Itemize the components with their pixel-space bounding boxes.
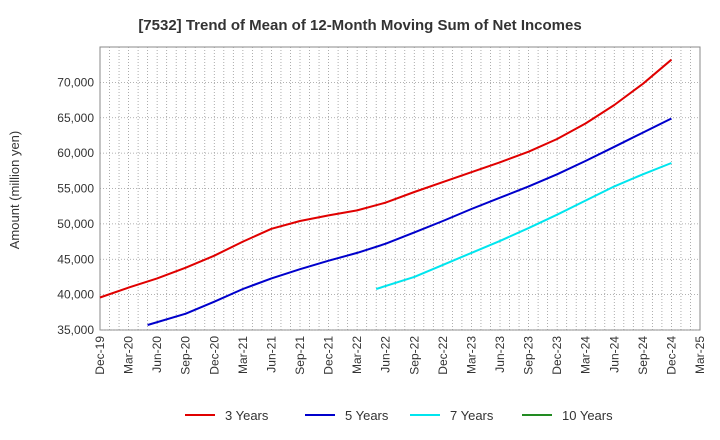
series-lines — [99, 58, 673, 326]
x-tick-label: Dec-22 — [436, 336, 450, 375]
legend-label: 7 Years — [450, 408, 494, 423]
legend-label: 3 Years — [225, 408, 269, 423]
x-tick-label: Sep-20 — [179, 336, 193, 375]
y-axis: 35,000 40,000 45,000 50,000 55,000 60,000 65,0… — [57, 75, 94, 337]
x-tick-label: Jun-24 — [607, 336, 621, 373]
chart-title: [7532] Trend of Mean of 12-Month Moving … — [138, 17, 581, 34]
x-tick-label: Dec-20 — [207, 336, 221, 375]
x-tick-label: Mar-25 — [693, 336, 707, 374]
y-tick-label: 55,000 — [57, 182, 94, 196]
grid — [100, 47, 700, 331]
x-tick-label: Dec-23 — [550, 336, 564, 375]
series-line-7-years — [375, 162, 672, 290]
y-axis-title: Amount (million yen) — [7, 131, 22, 250]
x-tick-label: Jun-23 — [493, 336, 507, 373]
x-tick-label: Sep-21 — [293, 336, 307, 375]
legend-label: 5 Years — [345, 408, 389, 423]
legend: 3 Years 5 Years 7 Years 10 Years — [185, 408, 613, 423]
y-tick-label: 65,000 — [57, 111, 94, 125]
x-tick-label: Mar-21 — [236, 336, 250, 374]
x-tick-label: Sep-23 — [522, 336, 536, 375]
x-tick-label: Mar-23 — [464, 336, 478, 374]
x-tick-label: Jun-21 — [264, 336, 278, 373]
y-tick-label: 45,000 — [57, 252, 94, 266]
series-line-5-years — [147, 117, 672, 326]
y-tick-label: 70,000 — [57, 75, 94, 89]
y-tick-label: 60,000 — [57, 146, 94, 160]
x-tick-label: Mar-24 — [579, 336, 593, 374]
x-tick-label: Dec-21 — [322, 336, 336, 375]
x-tick-label: Mar-22 — [350, 336, 364, 374]
x-tick-label: Sep-22 — [407, 336, 421, 375]
x-tick-label: Dec-19 — [93, 336, 107, 375]
x-tick-label: Mar-20 — [122, 336, 136, 374]
x-tick-label: Jun-22 — [379, 336, 393, 373]
x-axis: Dec-19 Mar-20 Jun-20 Sep-20 Dec-20 Mar-21 Jun-… — [93, 336, 707, 375]
y-tick-label: 50,000 — [57, 217, 94, 231]
x-tick-label: Sep-24 — [636, 336, 650, 375]
series-line-3-years — [99, 58, 673, 299]
x-tick-label: Jun-20 — [150, 336, 164, 373]
y-tick-label: 35,000 — [57, 323, 94, 337]
y-tick-label: 40,000 — [57, 288, 94, 302]
legend-label: 10 Years — [562, 408, 613, 423]
x-tick-label: Dec-24 — [664, 336, 678, 375]
